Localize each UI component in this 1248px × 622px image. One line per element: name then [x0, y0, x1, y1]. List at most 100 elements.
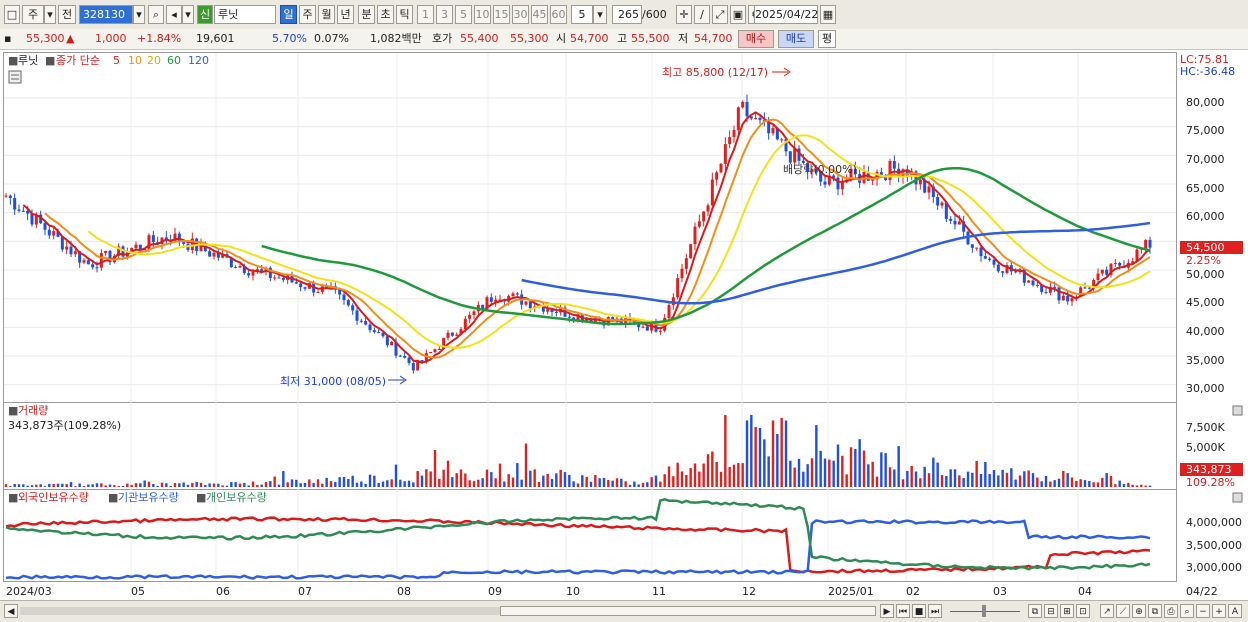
print-icon[interactable]: ⎙ [1164, 604, 1178, 618]
search-icon[interactable]: ⌕ [1180, 604, 1194, 618]
min-arrow-icon [388, 375, 407, 385]
candle-body [741, 101, 745, 108]
minute-45[interactable]: 45 [531, 5, 548, 24]
holding-tick: 4,000,000 [1186, 516, 1242, 529]
volume-close-icon[interactable] [1232, 405, 1243, 416]
candle-body [1135, 249, 1139, 262]
zoom-slider-handle[interactable] [982, 605, 986, 617]
count-dropdown-icon[interactable]: ▾ [593, 5, 607, 24]
forward-icon[interactable]: ⏭ [928, 604, 942, 618]
prev-button[interactable]: 전 [58, 5, 76, 24]
volume-bar [520, 479, 523, 487]
period-year[interactable]: 년 [337, 5, 354, 24]
range-input[interactable]: 265 [612, 5, 642, 24]
volume-bar [1144, 485, 1147, 487]
stock-name-field[interactable]: 루닛 [214, 5, 276, 24]
minute-10[interactable]: 10 [474, 5, 491, 24]
mode-select[interactable]: 주 [22, 5, 44, 24]
candle-body [1005, 265, 1009, 273]
volume-bar [836, 444, 840, 487]
period-tick[interactable]: 틱 [396, 5, 413, 24]
period-minute[interactable]: 분 [358, 5, 375, 24]
volume-bar [52, 483, 55, 487]
minute-60[interactable]: 60 [550, 5, 567, 24]
buy-button[interactable]: 매수 [738, 30, 774, 48]
trend-icon[interactable]: ↗ [1100, 604, 1114, 618]
volume-bar [1023, 471, 1026, 487]
date-input[interactable]: 2025/04/22 [754, 5, 818, 24]
candle-body [398, 355, 402, 357]
volume-bar [702, 463, 705, 487]
calendar-icon[interactable]: ▦ [820, 5, 836, 24]
scroll-track[interactable] [20, 607, 876, 615]
minute-1[interactable]: 1 [417, 5, 434, 24]
search-icon[interactable]: ⌕ [148, 5, 164, 24]
volume-bar [676, 462, 679, 487]
layout-icon[interactable]: ⧉ [1028, 604, 1042, 618]
table-toggle-icon[interactable] [8, 70, 22, 84]
volume-bar [156, 485, 159, 487]
holding-close-icon[interactable] [1232, 492, 1243, 503]
chart-scrollbar[interactable]: ◀ ▶ ⏮ ■ ⏭ ⧉ ⊟ ⊞ ⊡ ↗ ⟋ ⊕ ⧉ ⎙ ⌕ − + A [0, 600, 1248, 622]
period-week[interactable]: 주 [299, 5, 316, 24]
stock-chart[interactable]: ■ 루닛 ■ 종가 단순 5 10 20 60 120 LC:75.81 HC:… [0, 50, 1248, 600]
candle-body [104, 250, 108, 253]
candle-body [923, 179, 927, 193]
sell-button[interactable]: 매도 [778, 30, 814, 48]
volume-bar [988, 474, 991, 487]
chevron-down-icon[interactable]: ▾ [44, 5, 56, 24]
period-month[interactable]: 월 [318, 5, 335, 24]
speaker-dropdown-icon[interactable]: ▾ [182, 5, 194, 24]
volume-bar [945, 475, 948, 487]
x-tick: 04 [1078, 585, 1092, 598]
draw-icon[interactable]: ⟋ [1116, 604, 1130, 618]
volume-bar [195, 481, 198, 487]
legend-label: 종가 단순 [56, 54, 100, 67]
period-second[interactable]: 초 [377, 5, 394, 24]
candle-body [86, 260, 90, 265]
volume-bar [399, 479, 402, 487]
analysis-icon[interactable]: ⊕ [1132, 604, 1146, 618]
text-tool-icon[interactable]: A [1228, 604, 1242, 618]
line-tool-icon[interactable]: ∕ [694, 5, 710, 24]
low-label: 저 [678, 32, 689, 45]
code-dropdown-icon[interactable]: ▾ [133, 5, 145, 24]
rewind-icon[interactable]: ⏮ [896, 604, 910, 618]
eval-button[interactable]: 평 [818, 30, 836, 48]
fullscreen-icon[interactable]: ⤢ [712, 5, 728, 24]
volume-bar [620, 478, 623, 487]
compare-icon[interactable]: ⊟ [1044, 604, 1058, 618]
candle-body [940, 202, 944, 206]
stop-icon[interactable]: ■ [912, 604, 926, 618]
grid-icon[interactable]: ⊞ [1060, 604, 1074, 618]
minute-15[interactable]: 15 [493, 5, 510, 24]
crosshair-icon[interactable]: ✛ [676, 5, 692, 24]
volume-bar [581, 475, 584, 487]
window-icon[interactable]: □ [4, 5, 20, 24]
scroll-thumb[interactable] [500, 606, 876, 616]
scroll-right-icon[interactable]: ▶ [880, 604, 894, 618]
code-input[interactable]: 328130 [79, 5, 133, 24]
save-icon[interactable]: ▣ [730, 5, 746, 24]
minute-30[interactable]: 30 [512, 5, 529, 24]
zoom-in-icon[interactable]: + [1212, 604, 1226, 618]
volume-bar [667, 466, 671, 487]
volume-bar [134, 483, 138, 487]
scroll-left-icon[interactable]: ◀ [4, 604, 18, 618]
minute-5[interactable]: 5 [455, 5, 472, 24]
speaker-icon[interactable]: ◂ [166, 5, 182, 24]
volume-bar [273, 476, 276, 487]
chart-type-icon[interactable]: ⊡ [1076, 604, 1090, 618]
x-tick: 2025/01 [828, 585, 874, 598]
candle-body [888, 160, 892, 181]
zoom-out-icon[interactable]: − [1196, 604, 1210, 618]
candle-body [879, 172, 883, 176]
volume-bar [1010, 468, 1013, 487]
ma-line-10 [44, 118, 1151, 359]
period-day[interactable]: 일 [280, 5, 297, 24]
candle-body [1031, 280, 1035, 286]
candle-body [1131, 261, 1135, 263]
minute-3[interactable]: 3 [436, 5, 453, 24]
count-input[interactable]: 5 [571, 5, 593, 24]
copy-icon[interactable]: ⧉ [1148, 604, 1162, 618]
